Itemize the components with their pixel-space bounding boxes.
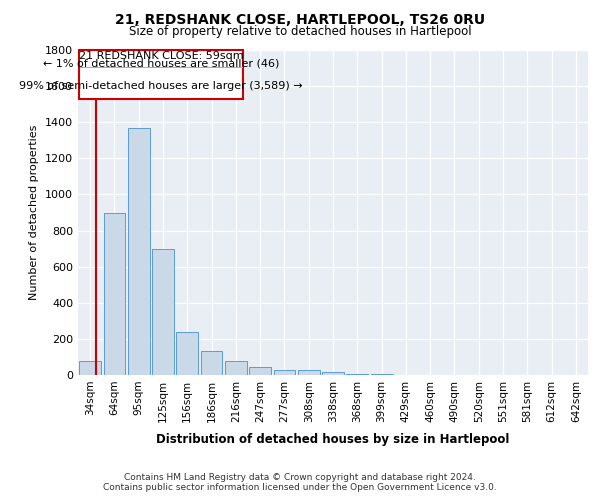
Bar <box>225 360 247 375</box>
Bar <box>152 248 174 375</box>
Bar <box>322 372 344 375</box>
Bar <box>200 350 223 375</box>
Text: Contains HM Land Registry data © Crown copyright and database right 2024.: Contains HM Land Registry data © Crown c… <box>124 472 476 482</box>
Text: ← 1% of detached houses are smaller (46): ← 1% of detached houses are smaller (46) <box>43 58 280 68</box>
Bar <box>79 362 101 375</box>
Bar <box>249 367 271 375</box>
Bar <box>176 332 198 375</box>
Bar <box>298 370 320 375</box>
Text: Distribution of detached houses by size in Hartlepool: Distribution of detached houses by size … <box>157 432 509 446</box>
Text: 99% of semi-detached houses are larger (3,589) →: 99% of semi-detached houses are larger (… <box>19 81 303 91</box>
Bar <box>274 370 295 375</box>
Bar <box>104 212 125 375</box>
Bar <box>346 374 368 375</box>
Y-axis label: Number of detached properties: Number of detached properties <box>29 125 40 300</box>
Text: 21, REDSHANK CLOSE, HARTLEPOOL, TS26 0RU: 21, REDSHANK CLOSE, HARTLEPOOL, TS26 0RU <box>115 12 485 26</box>
Text: Size of property relative to detached houses in Hartlepool: Size of property relative to detached ho… <box>128 25 472 38</box>
Bar <box>371 374 392 375</box>
Bar <box>128 128 149 375</box>
FancyBboxPatch shape <box>79 50 243 99</box>
Text: 21 REDSHANK CLOSE: 59sqm: 21 REDSHANK CLOSE: 59sqm <box>79 52 244 62</box>
Text: Contains public sector information licensed under the Open Government Licence v3: Contains public sector information licen… <box>103 484 497 492</box>
